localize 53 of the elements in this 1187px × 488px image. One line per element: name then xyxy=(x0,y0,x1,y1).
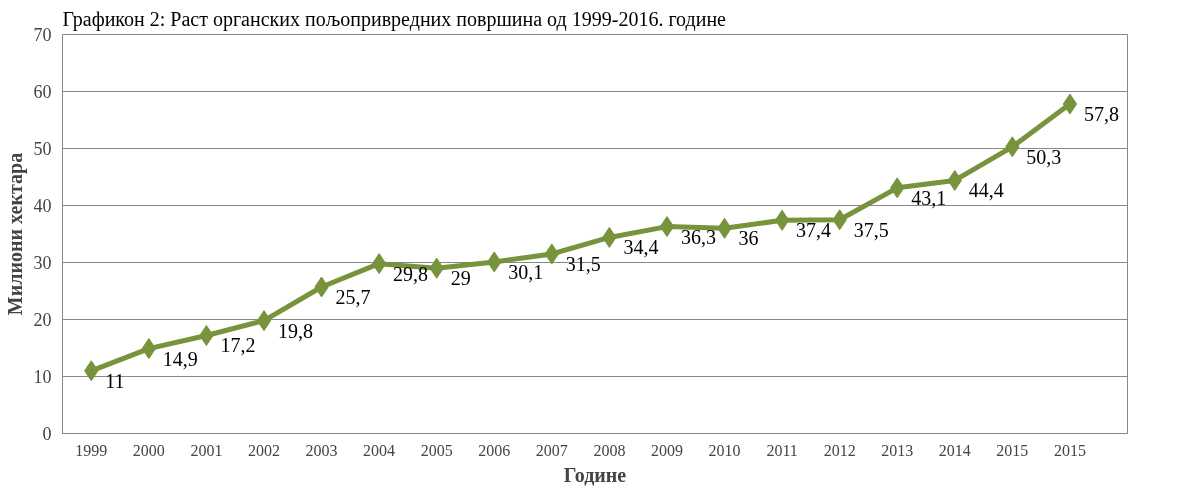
x-tick-label: 2005 xyxy=(420,441,453,459)
x-tick-label: 1999 xyxy=(75,441,108,459)
text: 29 xyxy=(450,267,471,290)
text: 11 xyxy=(105,369,125,392)
point xyxy=(1062,93,1078,115)
text: 37,5 xyxy=(853,218,889,241)
x-tick-label: 2000 xyxy=(132,441,165,459)
text: 36 xyxy=(738,227,759,250)
x-axis-title: Године xyxy=(563,463,627,486)
y-axis-title: Милиони хектара xyxy=(3,152,27,316)
y-tick-label: 50 xyxy=(33,139,52,159)
y-tick-label: 0 xyxy=(42,424,52,444)
y-tick-label: 20 xyxy=(33,310,52,330)
text: 25,7 xyxy=(335,286,371,309)
x-tick-label: 2003 xyxy=(305,441,338,459)
text: 31,5 xyxy=(565,252,601,275)
text: 19,8 xyxy=(277,319,313,342)
text: 30,1 xyxy=(508,260,544,283)
text: 34,4 xyxy=(623,236,659,259)
text: 44,4 xyxy=(968,179,1004,202)
x-tick-label: 2015 xyxy=(1053,441,1086,459)
text: 50,3 xyxy=(1026,145,1062,168)
x-tick-label: 2015 xyxy=(996,441,1029,459)
x-tick-label: 2004 xyxy=(363,441,396,459)
x-tick-label: 2006 xyxy=(478,441,511,459)
text: 17,2 xyxy=(220,334,256,357)
text: 14,9 xyxy=(162,347,198,370)
y-tick-label: 10 xyxy=(33,367,52,387)
x-tick-label: 2014 xyxy=(938,441,971,459)
x-tick-label: 2011 xyxy=(766,441,798,459)
x-tick-label: 2008 xyxy=(593,441,626,459)
chart-title: Графикон 2: Раст органских пољопривредних површина од 1999-2016. године xyxy=(62,7,727,31)
text: 29,8 xyxy=(393,262,429,285)
point xyxy=(256,310,272,332)
x-tick-label: 2001 xyxy=(190,441,223,459)
text: 36,3 xyxy=(680,225,716,248)
x-tick-label: 2012 xyxy=(823,441,856,459)
point xyxy=(774,209,790,231)
y-tick-label: 70 xyxy=(33,25,52,45)
x-tick-label: 2013 xyxy=(881,441,914,459)
y-tick-label: 40 xyxy=(33,196,52,216)
point xyxy=(371,253,387,275)
point xyxy=(141,338,157,360)
x-tick-label: 2007 xyxy=(535,441,568,459)
x-tick-label: 2002 xyxy=(247,441,280,459)
text: 57,8 xyxy=(1083,103,1119,126)
y-tick-label: 30 xyxy=(33,253,52,273)
point xyxy=(659,216,675,238)
text: 43,1 xyxy=(911,186,947,209)
text: 37,4 xyxy=(796,219,832,242)
y-tick-label: 60 xyxy=(33,82,52,102)
x-tick-label: 2009 xyxy=(650,441,683,459)
x-tick-label: 2010 xyxy=(708,441,741,459)
